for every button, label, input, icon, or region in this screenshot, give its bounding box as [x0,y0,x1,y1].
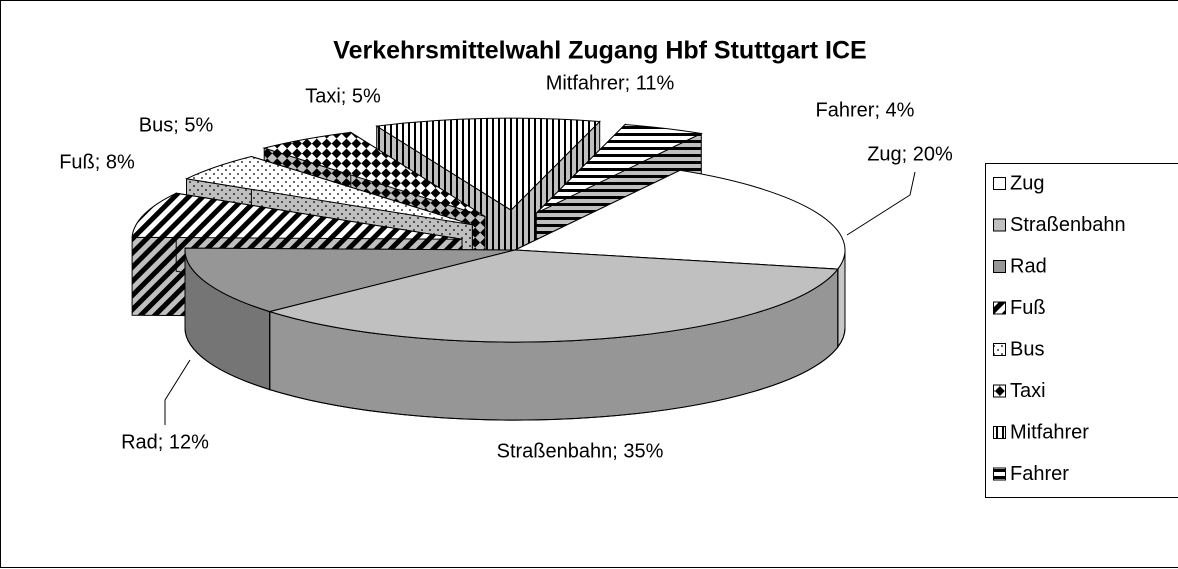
slice [513,169,846,270]
legend-swatch [993,177,1006,190]
legend-swatch [993,467,1006,481]
data-label: Mitfahrer; 11% [546,72,675,94]
slice [375,117,601,211]
data-label: Bus; 5% [139,114,214,136]
slice [267,249,839,343]
data-label: Straßenbahn; 35% [497,440,664,462]
legend-label: Mitfahrer [1010,421,1089,443]
slice [262,131,486,217]
slice [184,155,473,226]
legend-label: Fahrer [1010,463,1069,485]
legend-swatch [993,426,1006,439]
slice [535,123,703,214]
data-label: Fuß; 8% [59,151,135,173]
slice [131,192,463,240]
legend-label: Zug [1010,172,1044,194]
legend-swatch [993,218,1006,232]
data-label: Fahrer; 4% [816,99,915,121]
data-label: Zug; 20% [867,143,953,165]
legend-label: Fuß [1010,297,1046,319]
data-label: Rad; 12% [121,431,209,453]
legend-swatch [993,343,1006,356]
legend-box [985,163,1178,498]
leader-line [164,359,191,425]
legend-swatch [993,260,1006,273]
legend-swatch [993,384,1006,398]
chart-title: Verkehrsmittelwahl Zugang Hbf Stuttgart … [333,37,866,65]
legend-label: Taxi [1010,380,1046,402]
data-label: Taxi; 5% [305,85,381,107]
leader-line [846,171,916,236]
legend-label: Bus [1010,338,1044,360]
legend-swatch [993,301,1006,315]
slice [184,247,516,313]
legend-label: Straßenbahn [1010,214,1126,236]
legend-label: Rad [1010,255,1047,277]
